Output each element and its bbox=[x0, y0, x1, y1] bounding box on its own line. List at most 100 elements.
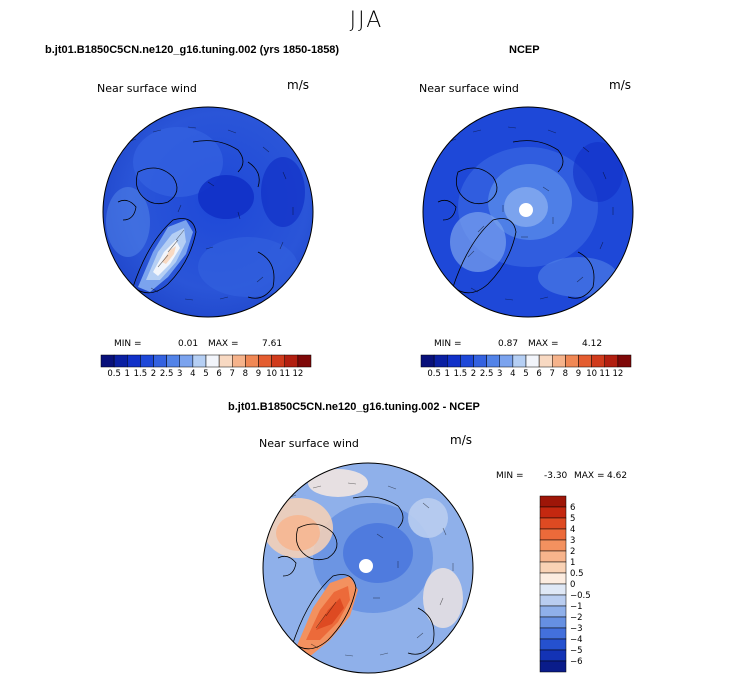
colorbar-swatch bbox=[447, 354, 461, 368]
colorbar-swatch bbox=[284, 354, 299, 368]
colorbar-tick-label: 9 bbox=[576, 369, 581, 379]
colorbar-swatch bbox=[218, 354, 233, 368]
panel-ncep-map bbox=[422, 106, 634, 318]
colorbar-swatch bbox=[604, 354, 619, 368]
panel-model-min-label: MIN = bbox=[114, 339, 142, 349]
panel-diff-max-label: MAX = bbox=[574, 471, 605, 481]
colorbar-tick-label: 2 bbox=[471, 369, 476, 379]
colorbar-tick-label: 2.5 bbox=[480, 369, 494, 379]
colorbar-swatch bbox=[539, 506, 567, 519]
colorbar-tick-label: −0.5 bbox=[570, 591, 591, 601]
colorbar-tick-label: 6 bbox=[216, 369, 221, 379]
colorbar-tick-label: 5 bbox=[523, 369, 528, 379]
panel-model-max-value: 7.61 bbox=[262, 339, 283, 349]
colorbar-tick-label: 10 bbox=[586, 369, 597, 379]
panel-ncep-min-label: MIN = bbox=[434, 339, 462, 349]
colorbar-tick-label: 1.5 bbox=[454, 369, 468, 379]
colorbar-swatch bbox=[297, 354, 312, 368]
colorbar-swatch bbox=[539, 495, 567, 508]
panel-diff-label: Near surface wind bbox=[259, 437, 359, 450]
panel-model-units: m/s bbox=[287, 78, 309, 92]
colorbar-tick-label: 2.5 bbox=[160, 369, 174, 379]
colorbar-tick-label: 0.5 bbox=[107, 369, 121, 379]
panel-ncep-max-label: MAX = bbox=[528, 339, 559, 349]
colorbar-tick-label: 7 bbox=[230, 369, 235, 379]
panel-model-map bbox=[102, 106, 314, 318]
colorbar-swatch bbox=[179, 354, 194, 368]
colorbar-tick-label: 6 bbox=[536, 369, 541, 379]
panel-diff-min-label: MIN = bbox=[496, 471, 524, 481]
colorbar-swatch bbox=[617, 354, 632, 368]
panel-diff-title: b.jt01.B1850C5CN.ne120_g16.tuning.002 - … bbox=[228, 401, 480, 413]
colorbar-tick-label: 8 bbox=[563, 369, 568, 379]
colorbar-tick-label: 4 bbox=[510, 369, 515, 379]
colorbar-swatch bbox=[486, 354, 500, 368]
colorbar-swatch bbox=[539, 627, 567, 640]
colorbar-tick-label: 0.5 bbox=[427, 369, 441, 379]
colorbar-tick-label: 3 bbox=[570, 536, 575, 546]
panel-ncep-units: m/s bbox=[609, 78, 631, 92]
colorbar-swatch bbox=[539, 539, 567, 552]
season-title: JJA bbox=[349, 8, 384, 33]
colorbar-swatch bbox=[192, 354, 207, 368]
colorbar-tick-label: 0 bbox=[570, 580, 575, 590]
colorbar-swatch bbox=[538, 354, 553, 368]
colorbar-swatch bbox=[539, 638, 567, 651]
colorbar-tick-label: −1 bbox=[570, 602, 583, 612]
colorbar-swatch bbox=[166, 354, 180, 368]
colorbar-swatch bbox=[539, 561, 567, 574]
colorbar-tick-label: 5 bbox=[203, 369, 208, 379]
panel-model-title: b.jt01.B1850C5CN.ne120_g16.tuning.002 (y… bbox=[45, 44, 340, 56]
panel-diff-min-value: -3.30 bbox=[544, 471, 568, 481]
colorbar-swatch bbox=[539, 550, 567, 563]
panel-ncep-min-value: 0.87 bbox=[498, 339, 519, 349]
colorbar-swatch bbox=[539, 572, 567, 585]
colorbar-tick-label: 3 bbox=[177, 369, 182, 379]
colorbar-swatch bbox=[539, 649, 567, 662]
colorbar-swatch bbox=[552, 354, 566, 368]
colorbar-swatch bbox=[539, 616, 567, 629]
panel-ncep-colorbar: 0.5 1 1.5 2 2.5 3 4 5 6 7 8 9 10 11 12 bbox=[420, 354, 632, 379]
colorbar-tick-label: 1 bbox=[445, 369, 450, 379]
colorbar-tick-label: 1 bbox=[125, 369, 130, 379]
colorbar-tick-label: 12 bbox=[612, 369, 623, 379]
colorbar-swatch bbox=[153, 354, 167, 368]
colorbar-swatch bbox=[578, 354, 592, 368]
colorbar-swatch bbox=[565, 354, 579, 368]
colorbar-tick-label: 7 bbox=[550, 369, 555, 379]
colorbar-swatch bbox=[460, 354, 474, 368]
panel-diff-max-value: 4.62 bbox=[607, 471, 628, 481]
colorbar-tick-label: 4 bbox=[570, 525, 575, 535]
colorbar-swatch bbox=[433, 354, 448, 368]
panel-ncep-label: Near surface wind bbox=[419, 82, 519, 95]
colorbar-tick-label: 10 bbox=[266, 369, 277, 379]
colorbar-swatch bbox=[113, 354, 128, 368]
colorbar-swatch bbox=[245, 354, 259, 368]
colorbar-tick-label: −5 bbox=[570, 646, 583, 656]
colorbar-swatch bbox=[420, 354, 435, 368]
panel-model-max-label: MAX = bbox=[208, 339, 239, 349]
colorbar-tick-label: 0.5 bbox=[570, 569, 584, 579]
panel-diff-map bbox=[262, 462, 474, 674]
panel-ncep-title: NCEP bbox=[509, 44, 540, 56]
colorbar-tick-label: 1.5 bbox=[134, 369, 148, 379]
panel-diff-pole-hole bbox=[359, 559, 373, 573]
colorbar-swatch bbox=[525, 354, 540, 368]
colorbar-swatch bbox=[140, 354, 154, 368]
colorbar-tick-label: −4 bbox=[570, 635, 583, 645]
colorbar-swatch bbox=[591, 354, 605, 368]
panel-diff-units: m/s bbox=[450, 433, 472, 447]
colorbar-tick-label: 5 bbox=[570, 514, 575, 524]
colorbar-tick-label: 11 bbox=[279, 369, 290, 379]
colorbar-swatch bbox=[473, 354, 487, 368]
colorbar-swatch bbox=[539, 517, 567, 530]
colorbar-swatch bbox=[539, 594, 567, 607]
colorbar-tick-label: 2 bbox=[570, 547, 575, 557]
colorbar-swatch bbox=[258, 354, 272, 368]
colorbar-tick-label: 1 bbox=[570, 558, 575, 568]
colorbar-swatch bbox=[100, 354, 115, 368]
colorbar-swatch bbox=[539, 660, 567, 673]
colorbar-tick-label: 8 bbox=[243, 369, 248, 379]
colorbar-tick-label: 11 bbox=[599, 369, 610, 379]
